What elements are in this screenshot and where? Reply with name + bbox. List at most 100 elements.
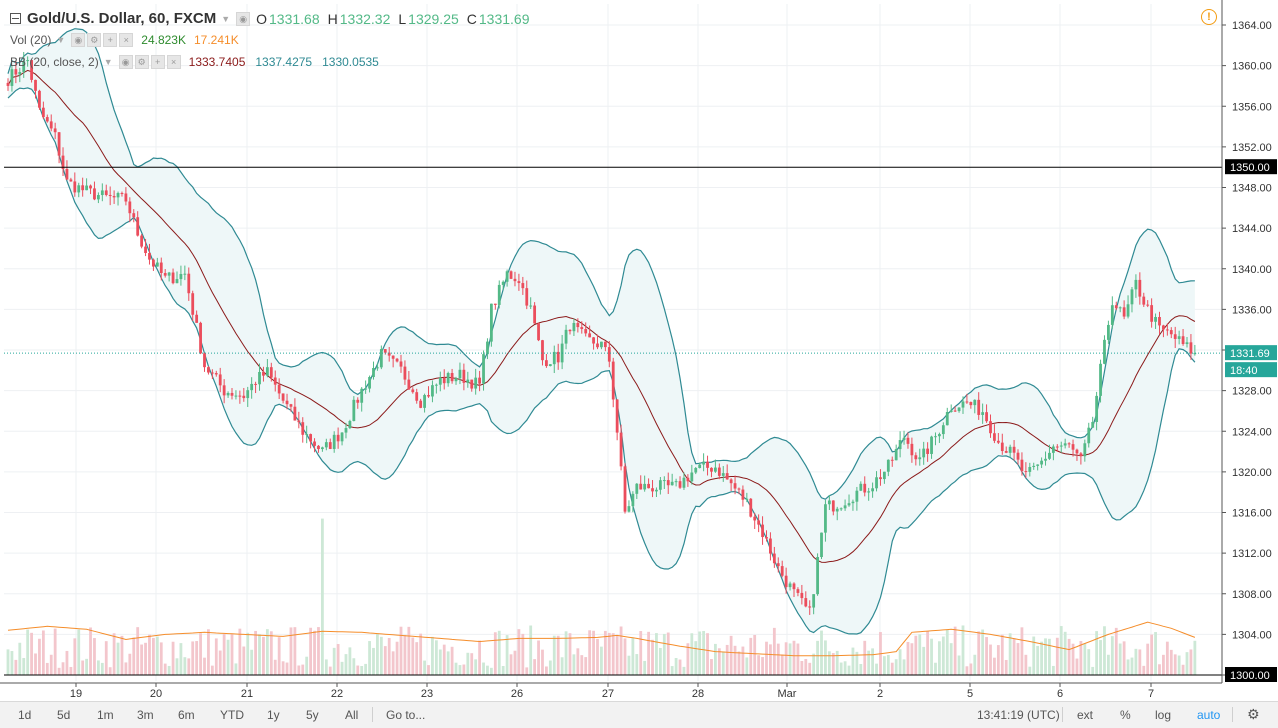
volume-bar xyxy=(694,641,698,675)
y-tick-label: 1348.00 xyxy=(1232,183,1272,195)
eye-icon[interactable]: ◉ xyxy=(71,33,86,47)
candle-body xyxy=(576,322,580,328)
candle-body xyxy=(140,235,144,247)
candle-body xyxy=(399,361,403,367)
candle-body xyxy=(458,369,462,379)
volume-bar xyxy=(493,632,497,675)
volume-bar xyxy=(603,630,607,675)
plus-icon[interactable]: + xyxy=(150,55,165,69)
x-tick-label: 23 xyxy=(421,688,433,700)
symbol-title[interactable]: Gold/U.S. Dollar, 60, FXCM xyxy=(27,10,217,27)
candle-body xyxy=(941,425,945,435)
volume-bar xyxy=(348,647,352,675)
gear-icon[interactable]: ⚙ xyxy=(87,33,102,47)
candle-body xyxy=(486,341,489,355)
goto-button[interactable]: Go to... xyxy=(386,708,426,722)
volume-bar xyxy=(772,627,776,675)
range-1m[interactable]: 1m xyxy=(97,708,114,722)
range-5d[interactable]: 5d xyxy=(57,708,71,722)
volume-bar xyxy=(69,666,73,675)
volume-bar xyxy=(368,641,371,675)
volume-bar xyxy=(403,635,407,675)
auto-toggle[interactable]: auto xyxy=(1197,708,1221,722)
volume-bar xyxy=(474,659,478,675)
low-value: 1329.25 xyxy=(408,10,459,27)
volume-bar xyxy=(45,662,49,675)
vol-indicator-name[interactable]: Vol (20) xyxy=(10,33,52,47)
gear-icon[interactable]: ⚙ xyxy=(1247,706,1260,722)
eye-icon[interactable]: ◉ xyxy=(118,55,133,69)
plus-icon[interactable]: + xyxy=(103,33,118,47)
volume-bar xyxy=(910,643,914,675)
candle-body xyxy=(1044,458,1047,461)
volume-bar xyxy=(969,663,973,675)
alert-icon[interactable]: ! xyxy=(1201,9,1217,25)
candle-body xyxy=(262,371,265,376)
volume-bar xyxy=(525,667,529,675)
candle-body xyxy=(1173,334,1177,339)
volume-bar xyxy=(214,638,218,675)
close-icon[interactable]: × xyxy=(119,33,134,47)
volume-bar xyxy=(1095,631,1099,675)
candle-body xyxy=(250,383,254,391)
candle-body xyxy=(1181,336,1185,345)
y-tick-label: 1352.00 xyxy=(1232,142,1272,154)
candle-body xyxy=(10,69,14,86)
percent-toggle[interactable]: % xyxy=(1120,708,1131,722)
gear-icon[interactable]: ⚙ xyxy=(134,55,149,69)
bottom-toolbar: 1d 5d 1m 3m 6m YTD 1y 5y All Go to... 13… xyxy=(0,701,1278,728)
candle-body xyxy=(1142,296,1146,305)
candle-body xyxy=(737,488,741,490)
range-ytd[interactable]: YTD xyxy=(220,708,244,722)
volume-bar xyxy=(159,642,163,675)
volume-bar xyxy=(1055,637,1059,675)
dropdown-icon[interactable]: ▼ xyxy=(221,13,231,24)
log-toggle[interactable]: log xyxy=(1155,708,1172,722)
bb-indicator-name[interactable]: BB (20, close, 2) xyxy=(10,55,99,69)
candle-body xyxy=(808,606,812,608)
volume-bar xyxy=(269,631,273,675)
candle-body xyxy=(651,488,654,492)
candle-body xyxy=(886,459,890,472)
dropdown-icon[interactable]: ▼ xyxy=(56,35,66,45)
candle-body xyxy=(733,483,737,489)
candle-body xyxy=(383,349,387,353)
vol-value-1: 24.823K xyxy=(141,33,186,47)
dropdown-icon[interactable]: ▼ xyxy=(103,57,113,67)
candle-body xyxy=(607,347,611,362)
candle-body xyxy=(497,284,501,305)
candle-body xyxy=(128,201,132,214)
candle-body xyxy=(1087,427,1091,444)
range-1d[interactable]: 1d xyxy=(18,708,32,722)
volume-bar xyxy=(297,665,301,675)
volume-bar xyxy=(419,633,423,675)
volume-bar xyxy=(737,651,741,675)
volume-bar xyxy=(1036,645,1040,675)
candle-body xyxy=(961,401,965,408)
range-3m[interactable]: 3m xyxy=(137,708,154,722)
candle-body xyxy=(922,448,926,458)
range-6m[interactable]: 6m xyxy=(178,708,195,722)
candle-body xyxy=(564,329,568,344)
y-tick-label: 1320.00 xyxy=(1232,467,1272,479)
x-tick-label: 26 xyxy=(511,688,523,700)
range-all[interactable]: All xyxy=(345,708,359,722)
ext-toggle[interactable]: ext xyxy=(1077,708,1094,722)
price-chart[interactable]: 1364.00 1360.00 1356.00 1352.00 1348.00 1344.… xyxy=(0,0,1278,701)
volume-bar xyxy=(1067,638,1071,675)
candle-body xyxy=(77,185,81,193)
volume-bar xyxy=(517,629,521,675)
candle-body xyxy=(332,434,336,449)
candle-body xyxy=(474,377,478,389)
candle-body xyxy=(379,349,383,368)
close-icon[interactable]: × xyxy=(166,55,181,69)
range-5y[interactable]: 5y xyxy=(306,708,319,722)
volume-bar xyxy=(1114,627,1118,675)
volume-bar xyxy=(882,656,886,675)
eye-icon[interactable]: ◉ xyxy=(236,11,251,26)
collapse-icon[interactable] xyxy=(10,13,21,24)
range-1y[interactable]: 1y xyxy=(267,708,280,722)
candle-body xyxy=(1107,324,1110,340)
volume-bar xyxy=(277,637,281,675)
volume-bar xyxy=(301,664,305,675)
